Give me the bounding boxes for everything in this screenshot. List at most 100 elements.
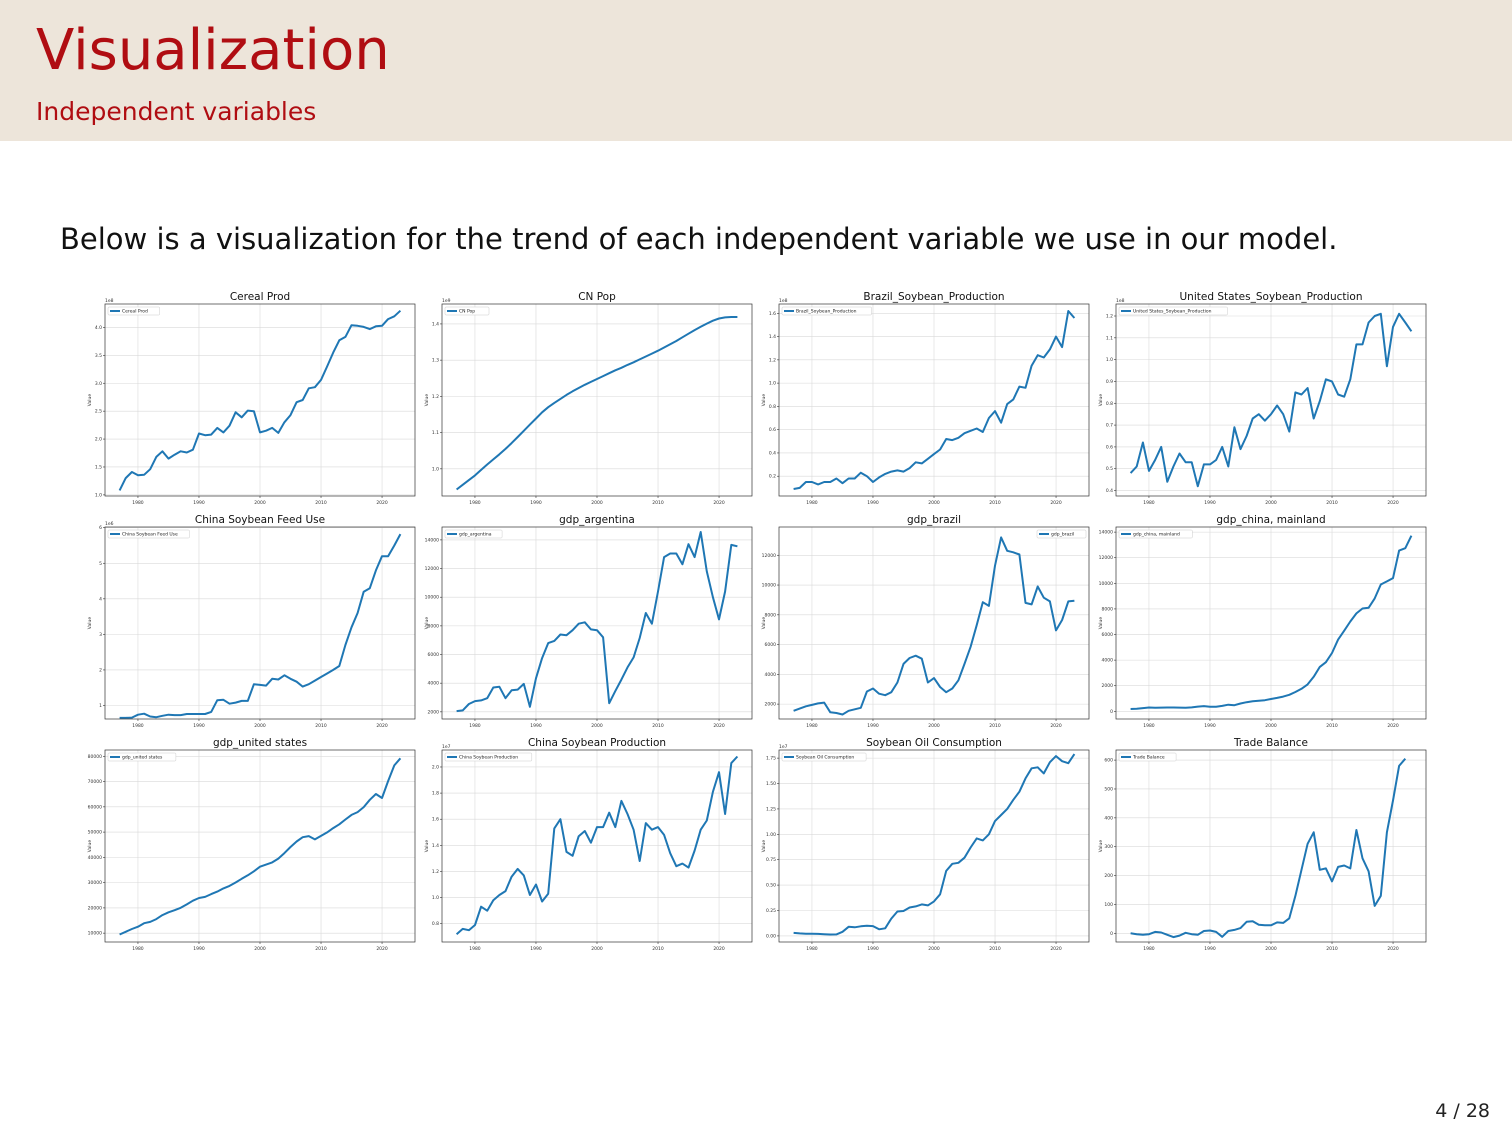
plot-frame xyxy=(104,749,416,943)
y-tick-label: 6000 xyxy=(765,642,777,648)
y-tick-label: 1.5 xyxy=(95,464,102,470)
x-tick-label: 2010 xyxy=(1326,500,1338,506)
x-tick-label: 1990 xyxy=(1204,500,1216,506)
x-tick-label: 2010 xyxy=(652,946,664,952)
y-tick-label: 0.75 xyxy=(766,857,776,863)
legend-box xyxy=(781,752,867,762)
series-line xyxy=(455,316,738,491)
y-axis-label: Value xyxy=(424,617,430,630)
y-tick-label: 0.8 xyxy=(769,404,776,410)
plot-frame xyxy=(778,749,1090,943)
plot-frame xyxy=(104,303,416,497)
y-tick-label: 14000 xyxy=(425,537,439,543)
chart-cereal-prod: Cereal Prod 1980 1990 2000 2010 2020 1.0 1.5 2.0… xyxy=(87,291,416,506)
x-tick-label: 2010 xyxy=(1326,946,1338,952)
y-tick-label: 14000 xyxy=(1099,530,1113,536)
chart-title: CN Pop xyxy=(578,291,616,303)
y-axis-label: Value xyxy=(87,840,93,853)
x-tick-label: 2010 xyxy=(315,946,327,952)
y-tick-label: 2000 xyxy=(428,709,440,715)
chart-title: Cereal Prod xyxy=(230,291,290,303)
y-axis-label: Value xyxy=(424,394,430,407)
y-tick-label: 1.0 xyxy=(769,381,776,387)
y-tick-label: 0.6 xyxy=(769,427,776,433)
x-tick-label: 2000 xyxy=(928,946,940,952)
slide-header: Visualization Independent variables xyxy=(0,0,1512,141)
x-tick-label: 2020 xyxy=(1387,946,1399,952)
x-tick-label: 1990 xyxy=(193,500,205,506)
slide-subtitle: Independent variables xyxy=(36,97,317,126)
y-tick-label: 0.9 xyxy=(1106,379,1113,385)
y-tick-label: 1.2 xyxy=(432,869,439,875)
y-tick-label: 20000 xyxy=(88,905,102,911)
x-tick-label: 2000 xyxy=(254,500,266,506)
legend-label: gdp_china, mainland xyxy=(1133,532,1180,538)
y-tick-label: 1.8 xyxy=(432,791,439,797)
chart-china-soybean-feed-use: China Soybean Feed Use 1980 1990 2000 2010 20… xyxy=(87,514,416,729)
y-axis-label: Value xyxy=(761,394,767,407)
chart-china-soybean-production: China Soybean Production 1980 1990 2000 2010… xyxy=(424,737,753,952)
y-tick-label: 1.0 xyxy=(432,466,439,472)
x-tick-label: 2000 xyxy=(1265,500,1277,506)
y-tick-label: 6000 xyxy=(428,652,440,658)
legend-box xyxy=(1036,529,1087,539)
y-tick-label: 8000 xyxy=(765,612,777,618)
chart-gdp-united-states: gdp_united states 1980 1990 2000 2010 2020 100… xyxy=(87,737,416,952)
legend-box xyxy=(1118,529,1193,539)
x-tick-label: 1990 xyxy=(530,723,542,729)
legend-box xyxy=(107,529,190,539)
legend-box xyxy=(107,752,177,762)
plot-frame xyxy=(441,303,753,497)
x-tick-label: 1980 xyxy=(132,946,144,952)
y-tick-label: 50000 xyxy=(88,830,102,836)
y-tick-label: 1.75 xyxy=(766,756,776,762)
x-tick-label: 2000 xyxy=(254,723,266,729)
plot-frame xyxy=(1115,526,1427,720)
y-tick-label: 0.8 xyxy=(432,921,439,927)
y-tick-label: 1.50 xyxy=(766,781,776,787)
x-tick-label: 2020 xyxy=(376,946,388,952)
chart-title: Brazil_Soybean_Production xyxy=(863,291,1004,303)
x-tick-label: 1990 xyxy=(193,723,205,729)
legend-label: gdp_united states xyxy=(122,755,163,761)
x-tick-label: 2020 xyxy=(1050,500,1062,506)
x-tick-label: 2000 xyxy=(591,946,603,952)
y-tick-label: 1.0 xyxy=(1106,357,1113,363)
y-tick-label: 12000 xyxy=(425,566,439,572)
y-tick-label: 2.0 xyxy=(95,437,102,443)
legend-box xyxy=(107,306,160,316)
y-tick-label: 4000 xyxy=(428,681,440,687)
y-tick-label: 2000 xyxy=(765,702,777,708)
y-tick-label: 70000 xyxy=(88,779,102,785)
y-tick-label: 1.0 xyxy=(432,895,439,901)
x-tick-label: 2020 xyxy=(713,946,725,952)
x-tick-label: 1980 xyxy=(132,500,144,506)
x-tick-label: 1990 xyxy=(867,723,879,729)
legend-label: Soybean Oil Consumption xyxy=(796,755,854,761)
y-axis-label: Value xyxy=(1098,840,1104,853)
series-line xyxy=(793,753,1076,936)
x-tick-label: 2020 xyxy=(713,500,725,506)
y-tick-label: 0.25 xyxy=(766,908,776,914)
y-offset-label: 1e9 xyxy=(442,298,451,304)
y-tick-label: 4.0 xyxy=(95,325,102,331)
legend-box xyxy=(781,306,872,316)
x-tick-label: 2010 xyxy=(989,500,1001,506)
y-axis-label: Value xyxy=(87,394,93,407)
y-tick-label: 10000 xyxy=(425,595,439,601)
y-axis-label: Value xyxy=(761,617,767,630)
y-tick-label: 1.6 xyxy=(432,817,439,823)
series-line xyxy=(118,309,402,491)
legend-box xyxy=(1118,306,1228,316)
y-tick-label: 0 xyxy=(1110,931,1113,937)
y-tick-label: 6000 xyxy=(1102,632,1114,638)
y-tick-label: 600 xyxy=(1104,758,1113,764)
x-tick-label: 2020 xyxy=(1387,723,1399,729)
chart-soybean-oil-consumption: Soybean Oil Consumption 1980 1990 2000 2010 2… xyxy=(761,737,1090,952)
x-tick-label: 2020 xyxy=(1387,500,1399,506)
y-offset-label: 1e8 xyxy=(105,298,114,304)
series-line xyxy=(456,531,738,713)
legend-label: Trade Balance xyxy=(1132,755,1165,761)
page-number: 4 / 28 xyxy=(1435,1100,1490,1122)
chart-trade-balance: Trade Balance 1980 1990 2000 2010 2020 0 100 200… xyxy=(1098,737,1427,952)
